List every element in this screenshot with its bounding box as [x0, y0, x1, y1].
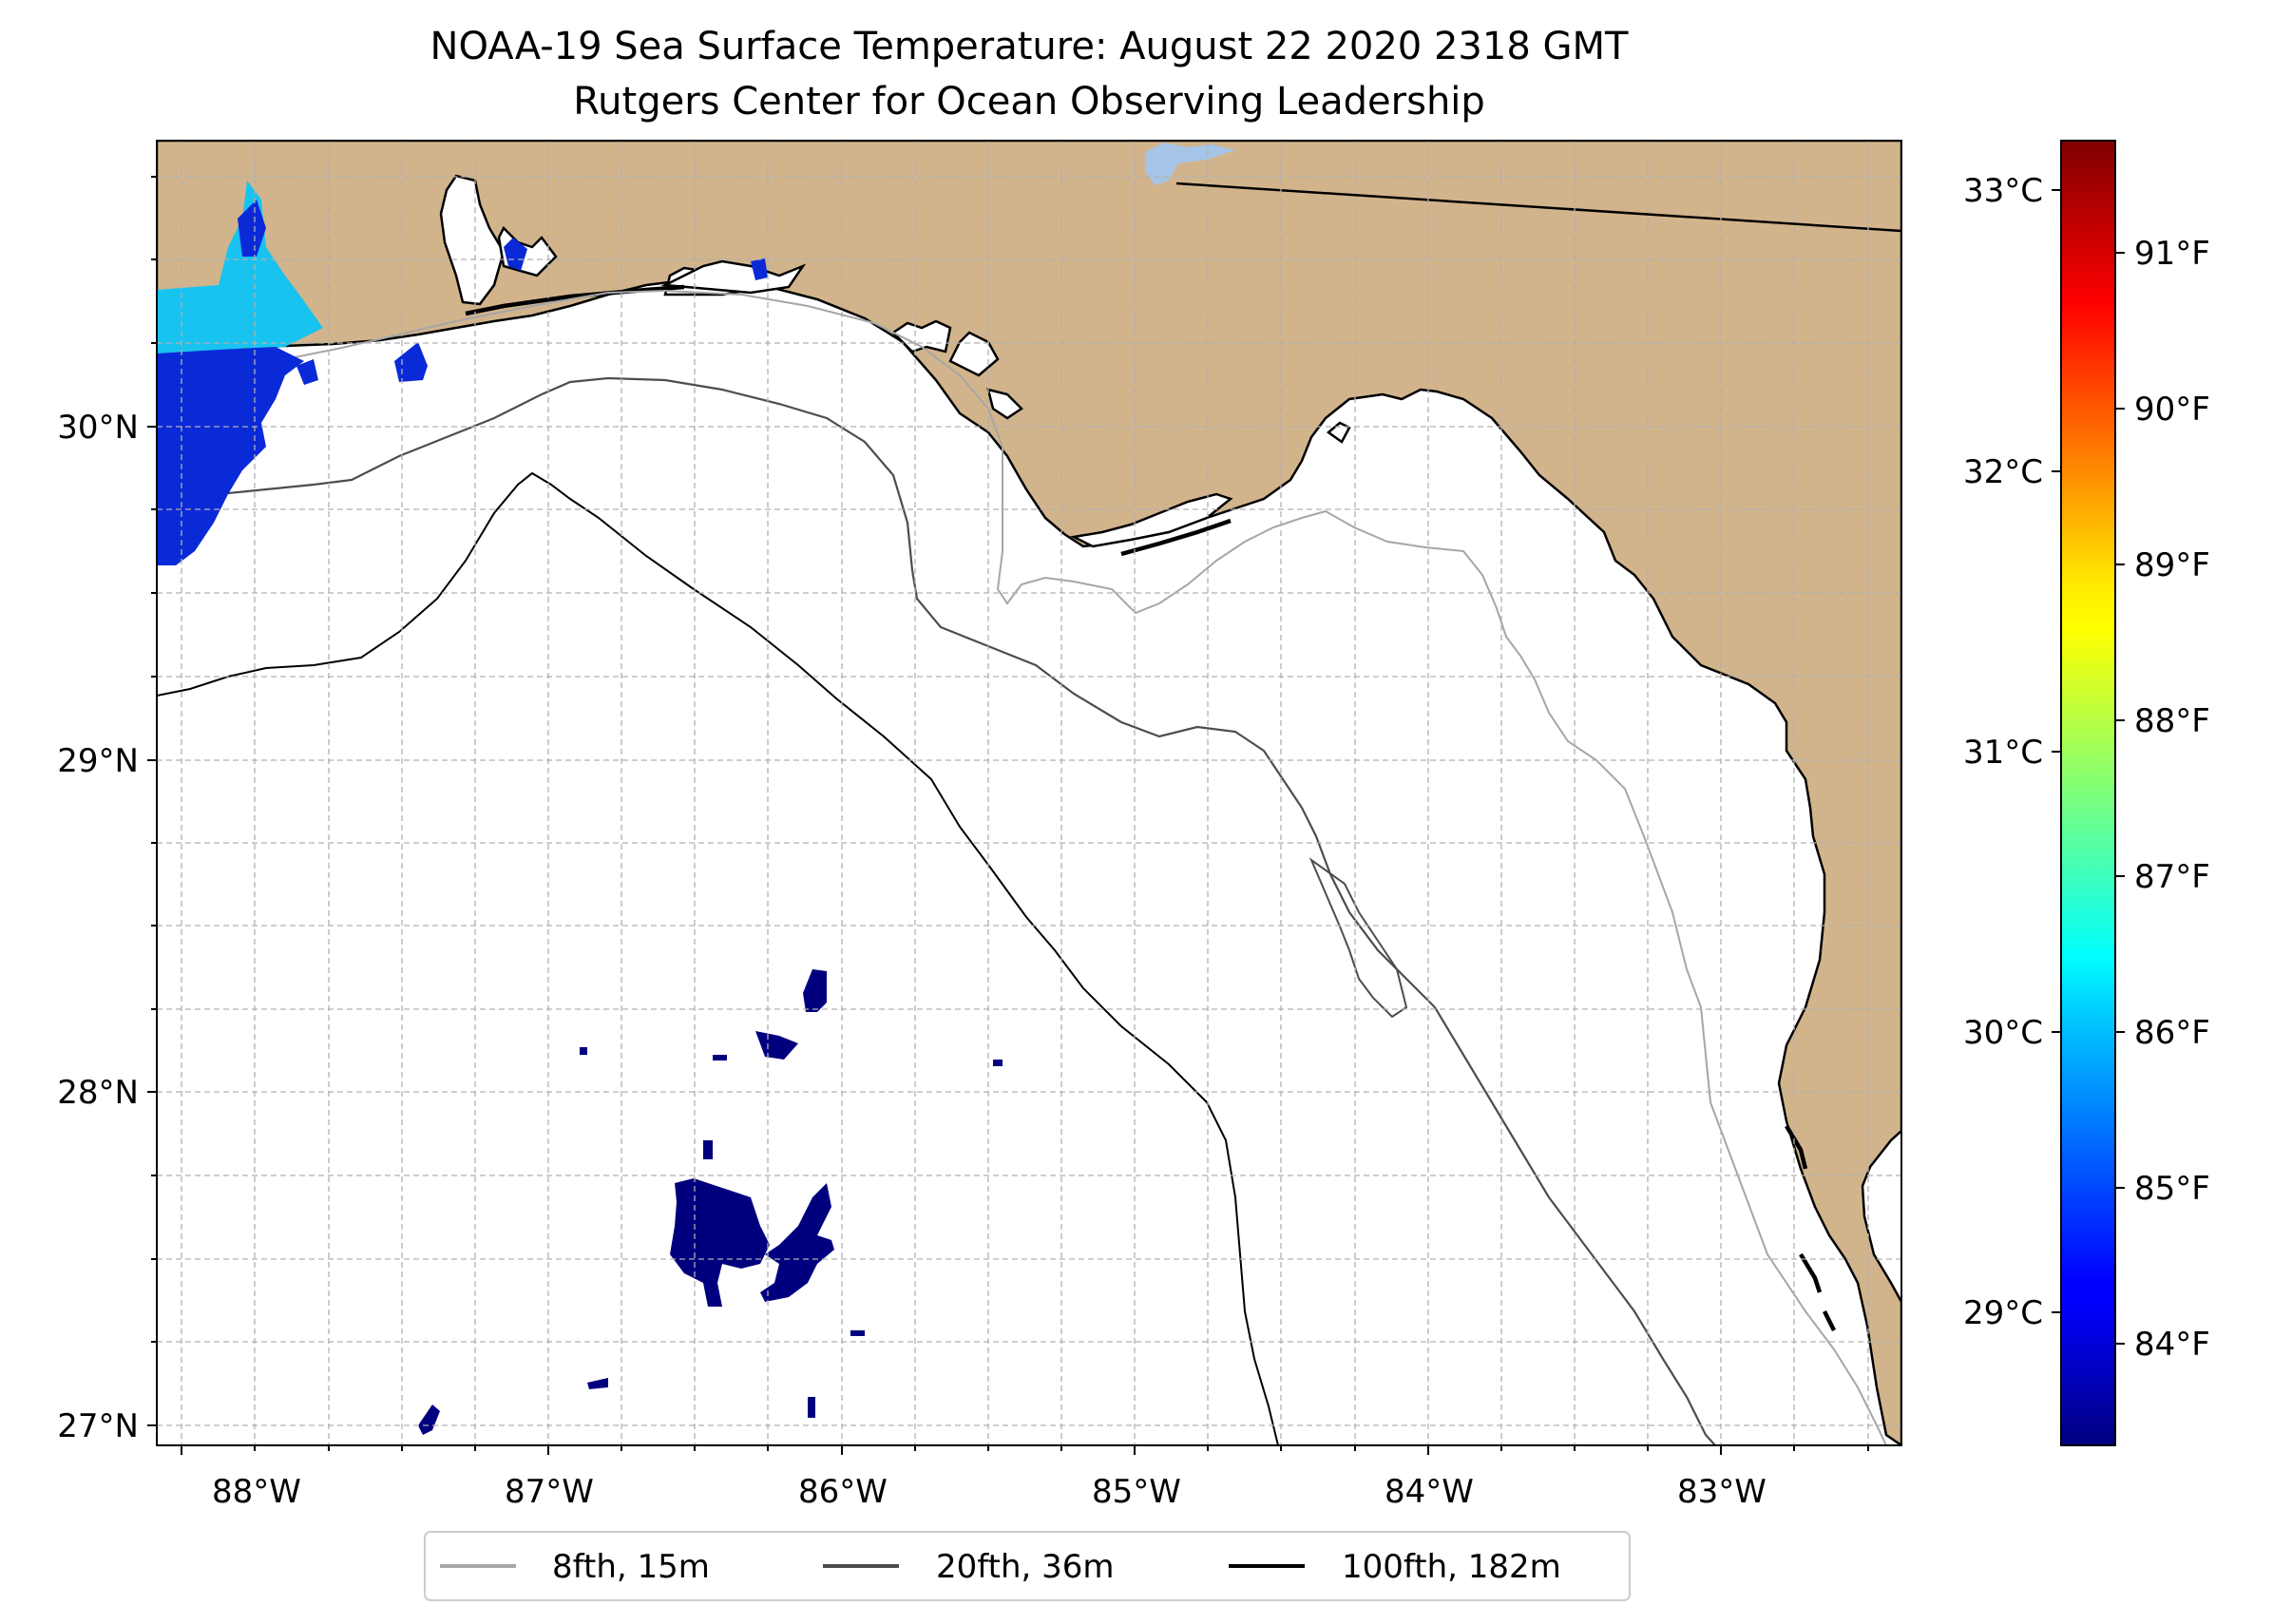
colorbar-label-85f: 85°F [2134, 1170, 2210, 1208]
lat-ticks [147, 176, 157, 1426]
sst-patch-speck-4 [703, 1140, 713, 1159]
isobath-8fth [157, 289, 1887, 1445]
isobath-100fth [157, 471, 1279, 1445]
sst-patches [157, 181, 1003, 1435]
colorbar-label-84f: 84°F [2134, 1326, 2210, 1364]
legend: 8fth, 15m 20fth, 36m 100fth, 182m [424, 1531, 1631, 1601]
sst-patch-west-cyan [157, 181, 323, 361]
colorbar-label-91f: 91°F [2134, 235, 2210, 273]
isobath-20fth [157, 376, 1716, 1445]
lon-tick-labels: 88°W 87°W 86°W 85°W 84°W 83°W [212, 1473, 1767, 1511]
state-boundary [1175, 182, 1901, 233]
colorbar-label-87f: 87°F [2134, 858, 2210, 896]
colorbar-label-32c: 32°C [1963, 453, 2043, 491]
sst-patch-coast-2 [296, 359, 318, 385]
lat-label-29n: 29°N [57, 742, 139, 780]
colorbar-label-31c: 31°C [1963, 734, 2043, 772]
sst-patch-north-2 [755, 1031, 798, 1060]
colorbar-celsius-labels: 33°C 32°C 31°C 30°C 29°C [1963, 172, 2043, 1332]
sst-patch-speck-2 [713, 1055, 727, 1060]
colorbar-fahrenheit-ticks [2115, 252, 2125, 1345]
colorbar-label-88f: 88°F [2134, 702, 2210, 740]
lat-label-28n: 28°N [57, 1074, 139, 1112]
sst-patch-speck-7 [808, 1397, 815, 1418]
sst-patch-speck-3 [993, 1060, 1003, 1066]
colorbar-label-29c: 29°C [1963, 1294, 2043, 1332]
colorbar-label-90f: 90°F [2134, 391, 2210, 429]
colorbar-celsius-ticks [2052, 189, 2061, 1313]
colorbar-label-30c: 30°C [1963, 1014, 2043, 1052]
isobath-20fth-shoals [1308, 857, 1408, 1019]
legend-label-20fth: 20fth, 36m [936, 1548, 1115, 1586]
sst-patch-speck-6 [850, 1330, 865, 1336]
coastal-bays [439, 174, 1351, 548]
map-frame [156, 140, 1902, 1446]
colorbar-label-33c: 33°C [1963, 172, 2043, 210]
sst-patch-west-blue [157, 347, 304, 565]
lake [1145, 143, 1235, 185]
sst-patch-bay [504, 238, 527, 271]
gridlines [157, 141, 1901, 1445]
sst-patch-coast-1 [394, 342, 428, 382]
colorbar-fahrenheit-labels: 91°F 90°F 89°F 88°F 87°F 86°F 85°F 84°F [2134, 235, 2210, 1364]
sst-patch-coast-3 [751, 258, 768, 280]
title-line-2: Rutgers Center for Ocean Observing Leade… [573, 80, 1485, 124]
lon-label-85w: 85°W [1092, 1473, 1181, 1511]
sst-patch-speck-1 [580, 1047, 587, 1055]
sst-patch-speck-5 [587, 1378, 608, 1389]
colorbar-label-86f: 86°F [2134, 1014, 2210, 1052]
colorbar-gradient [2060, 140, 2116, 1446]
lon-label-83w: 83°W [1677, 1473, 1767, 1511]
sst-patch-north-1 [803, 969, 827, 1012]
lon-ticks [181, 1445, 1869, 1455]
legend-label-100fth: 100fth, 182m [1342, 1548, 1561, 1586]
sst-patch-center-arm [760, 1183, 834, 1302]
lon-label-88w: 88°W [212, 1473, 301, 1511]
lat-label-27n: 27°N [57, 1407, 139, 1445]
legend-box [424, 1531, 1631, 1601]
lon-label-84w: 84°W [1385, 1473, 1474, 1511]
legend-label-8fth: 8fth, 15m [552, 1548, 710, 1586]
colorbar-label-89f: 89°F [2134, 546, 2210, 584]
lon-label-86w: 86°W [798, 1473, 888, 1511]
lon-label-87w: 87°W [505, 1473, 594, 1511]
lat-label-30n: 30°N [57, 409, 139, 447]
lat-tick-labels: 30°N 29°N 28°N 27°N [57, 409, 139, 1445]
colorbar: 33°C 32°C 31°C 30°C 29°C 91°F 90°F 89°F … [1963, 140, 2210, 1446]
sst-patch-south-edge [418, 1404, 440, 1435]
barrier-islands [465, 284, 1837, 1332]
title-line-1: NOAA-19 Sea Surface Temperature: August … [430, 25, 1629, 68]
sst-patch-west-blue-2 [238, 200, 266, 257]
map-panel [157, 141, 1901, 1445]
